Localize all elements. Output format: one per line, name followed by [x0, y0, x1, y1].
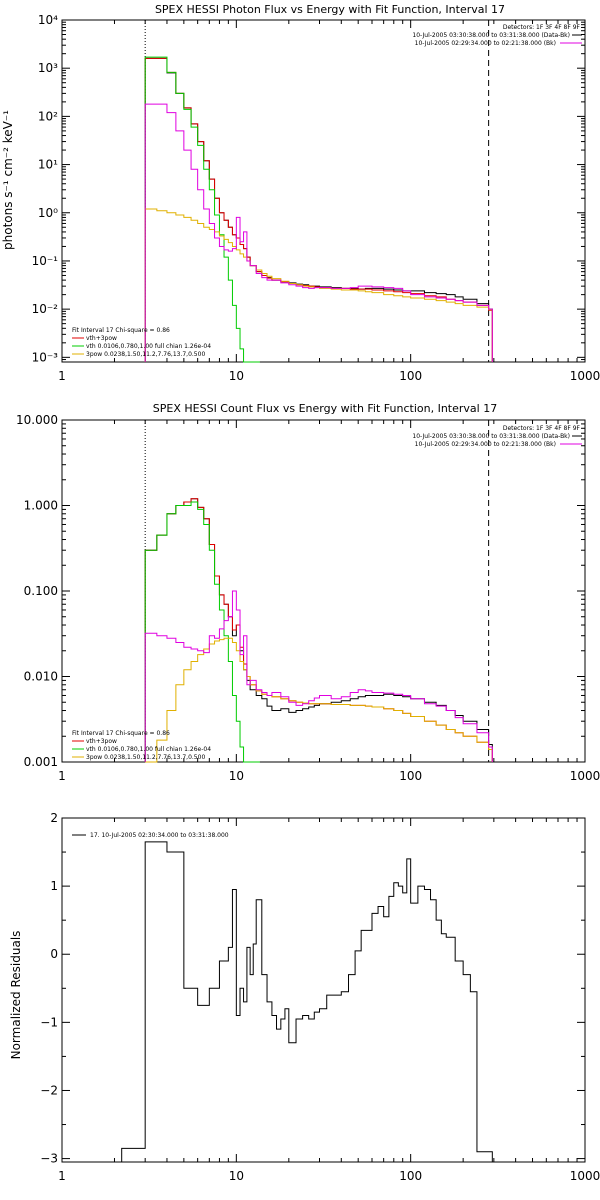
residuals-panel: Normalized Residuals 1 10 100 1000 −3 −2 −1 0 1 2…: [9, 811, 600, 1183]
y-tick-label: 1.000: [24, 499, 58, 513]
y-tick-label: 10⁰: [38, 206, 58, 220]
y-tick-label: 10⁻¹: [32, 254, 59, 268]
series-line-3: [145, 637, 493, 763]
y-tick-label: 10²: [38, 109, 58, 123]
count-data-interval-label: 10-Jul-2005 03:30:38.000 to 03:31:38.000…: [412, 433, 570, 440]
x-tick-label: 10: [229, 369, 244, 383]
x-tick-label: 1: [58, 769, 66, 783]
x-tick-label: 1: [58, 369, 66, 383]
series-line-4: [144, 590, 493, 762]
y-tick-label: 10¹: [38, 158, 58, 172]
count-chart-title: SPEX HESSI Count Flux vs Energy with Fit…: [153, 402, 497, 415]
count-fit-label-1: vth+3pow: [86, 738, 117, 745]
y-tick-label: 10.000: [16, 413, 58, 427]
count-bk-interval-label: 10-Jul-2005 02:29:34.000 to 02:21:38.000…: [415, 441, 556, 448]
series-line-1: [144, 498, 493, 762]
y-tick-label: 10⁻²: [32, 302, 59, 316]
y-tick-label: −1: [40, 1015, 58, 1029]
series-line-2: [144, 56, 260, 363]
photon-bk-interval-label: 10-Jul-2005 02:29:34.000 to 02:21:38.000…: [415, 40, 556, 47]
photon-marks: 1 10 100 1000 10⁻³ 10⁻² 10⁻¹ 10⁰ 10¹ 10² 10³ 10⁴: [32, 13, 600, 383]
photon-data-interval-label: 10-Jul-2005 03:30:38.000 to 03:31:38.000…: [412, 32, 570, 39]
residuals-plot-frame: [61, 817, 586, 1163]
photon-fit-label-1: vth+3pow: [86, 335, 117, 342]
x-tick-label: 1000: [570, 369, 600, 383]
x-tick-label: 100: [399, 769, 422, 783]
series-line-0: [121, 841, 493, 1162]
series-line-0: [144, 57, 493, 362]
y-tick-label: −3: [40, 1152, 58, 1166]
x-tick-label: 1000: [570, 1169, 600, 1183]
y-tick-label: 10⁴: [38, 13, 58, 27]
x-tick-label: 100: [399, 369, 422, 383]
y-tick-label: 10⁻³: [32, 350, 59, 364]
x-tick-label: 1: [58, 1169, 66, 1183]
residuals-y-axis-label: Normalized Residuals: [9, 931, 23, 1060]
count-fit-header: Fit Interval 17 Chi-square = 0.86: [72, 730, 170, 737]
y-tick-label: −2: [40, 1083, 58, 1097]
y-tick-label: 0.001: [24, 755, 58, 769]
x-tick-label: 10: [229, 1169, 244, 1183]
y-tick-label: 1: [50, 879, 58, 893]
x-tick-label: 100: [399, 1169, 422, 1183]
count-detectors-label: Detectors: 1F 3F 4F 8F 9F: [503, 425, 581, 432]
x-tick-label: 1000: [570, 769, 600, 783]
series-line-3: [144, 208, 493, 362]
photon-fit-header: Fit Interval 17 Chi-square = 0.86: [72, 327, 170, 334]
photon-fit-label-2: vth 0.0106,0.780,1.00 full chian 1.26e-0…: [86, 343, 211, 350]
count-fit-label-2: vth 0.0106,0.780,1.00 full chian 1.26e-0…: [86, 746, 211, 753]
count-fit-label-3: 3pow 0.0238,1.50,11.2,7.76,13.7,0.500: [86, 754, 205, 761]
photon-detectors-label: Detectors: 1F 3F 4F 8F 9F: [503, 24, 581, 31]
y-tick-label: 10³: [38, 61, 58, 75]
photon-flux-panel: SPEX HESSI Photon Flux vs Energy with Fi…: [1, 3, 600, 383]
residuals-marks: 1 10 100 1000 −3 −2 −1 0 1 2: [40, 811, 600, 1183]
photon-y-axis-label: photons s⁻¹ cm⁻² keV⁻¹: [1, 110, 15, 250]
y-tick-label: 0.100: [24, 584, 58, 598]
photon-chart-title: SPEX HESSI Photon Flux vs Energy with Fi…: [155, 3, 505, 16]
count-marks: 1 10 100 1000 0.001 0.010 0.100 1.000 10.000: [16, 413, 600, 783]
residuals-legend-label: 17. 10-Jul-2005 02:30:34.000 to 03:31:38…: [90, 832, 229, 839]
photon-fit-label-3: 3pow 0.0238,1.50,11.2,7.76,13.7,0.500: [86, 351, 205, 358]
series-line-2: [144, 501, 260, 763]
count-plot-frame: [61, 419, 586, 763]
y-tick-label: 2: [50, 811, 58, 825]
count-flux-panel: SPEX HESSI Count Flux vs Energy with Fit…: [16, 402, 600, 783]
photon-plot-frame: [61, 19, 586, 363]
series-line-1: [144, 57, 493, 362]
series-line-0: [144, 498, 493, 762]
series-line-4: [144, 103, 493, 362]
x-tick-label: 10: [229, 769, 244, 783]
y-tick-label: 0.010: [24, 670, 58, 684]
y-tick-label: 0: [50, 947, 58, 961]
